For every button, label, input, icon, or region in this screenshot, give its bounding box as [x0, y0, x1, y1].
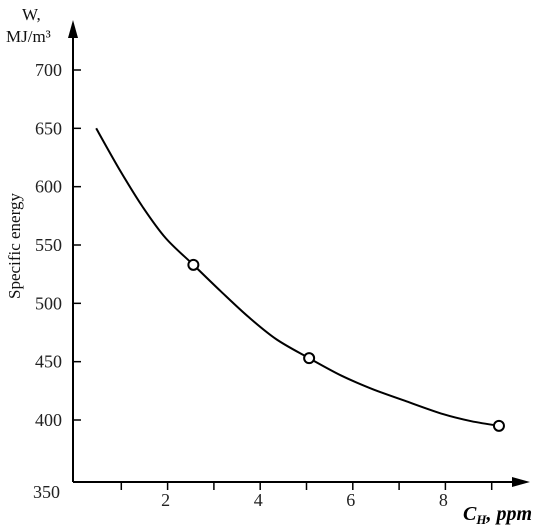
y-axis-unit-label: MJ/m³ — [6, 27, 51, 46]
data-point-2 — [492, 419, 505, 432]
y-tick-label-500: 500 — [35, 293, 62, 313]
axes — [68, 20, 530, 487]
series-line-0 — [95, 127, 500, 427]
x-tick-label-2: 2 — [161, 490, 170, 510]
x-tick-label-4: 4 — [254, 490, 263, 510]
y-axis-title: Specific energy — [5, 193, 24, 299]
x-axis-title: CH, ppm — [463, 503, 532, 527]
y-tick-label-450: 450 — [35, 352, 62, 372]
x-axis-arrowhead — [512, 477, 530, 487]
y-tick-label-550: 550 — [35, 235, 62, 255]
x-axis-unit: , ppm — [485, 503, 532, 525]
y-tick-label-400: 400 — [35, 410, 62, 430]
data-point-1 — [303, 352, 316, 365]
y-axis-arrowhead — [68, 20, 78, 38]
x-tick-label-8: 8 — [439, 490, 448, 510]
data-point-0 — [187, 258, 200, 271]
x-axis-symbol: C — [463, 503, 477, 525]
series — [95, 127, 505, 432]
y-axis-symbol-label: W, — [22, 5, 41, 24]
axis-labels: W, MJ/m³ Specific energy CH, ppm — [5, 5, 532, 527]
y-tick-label-350: 350 — [33, 482, 60, 502]
ticks: 350 400 450 500 550 600 650 700 2 4 6 8 — [33, 60, 493, 510]
y-tick-label-650: 650 — [35, 118, 62, 138]
y-tick-label-600: 600 — [35, 177, 62, 197]
y-tick-label-700: 700 — [35, 60, 62, 80]
x-axis-subscript: H — [475, 512, 487, 527]
x-tick-label-6: 6 — [346, 490, 355, 510]
